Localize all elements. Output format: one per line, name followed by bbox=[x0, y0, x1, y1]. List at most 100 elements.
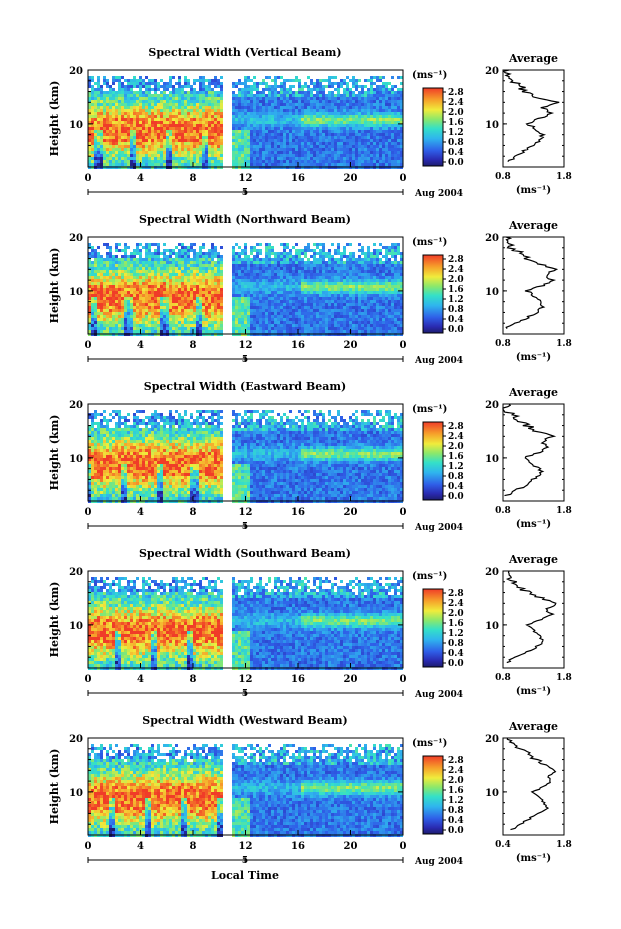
x-tick-label: 16 bbox=[291, 173, 305, 184]
colorbar-tick-label: 1.2 bbox=[448, 295, 464, 305]
avg-x-tick-label: 1.8 bbox=[556, 673, 572, 683]
avg-y-tick-label: 20 bbox=[485, 400, 499, 411]
colorbar-tick-label: 1.6 bbox=[448, 118, 464, 128]
x-tick-label: 0 bbox=[400, 841, 407, 852]
average-frame bbox=[502, 236, 565, 335]
date-label: Aug 2004 bbox=[414, 690, 463, 700]
x-tick-label: 12 bbox=[239, 173, 253, 184]
colorbar-tick-label: 2.0 bbox=[448, 442, 464, 452]
heatmap bbox=[88, 577, 403, 670]
x-tick-label: 0 bbox=[85, 173, 92, 184]
avg-y-tick-label: 10 bbox=[485, 454, 499, 465]
colorbar bbox=[422, 421, 444, 501]
y-tick-label: 20 bbox=[69, 66, 83, 77]
colorbar-tick-label: 1.6 bbox=[448, 452, 464, 462]
colorbar-tick-label: 2.8 bbox=[448, 88, 464, 98]
average-title: Average bbox=[508, 553, 558, 566]
average-frame bbox=[502, 737, 565, 836]
average-profile-line bbox=[505, 570, 557, 664]
average-profile-line bbox=[502, 403, 557, 497]
colorbar-unit-label: (ms⁻¹) bbox=[412, 738, 447, 749]
avg-x-label: (ms⁻¹) bbox=[516, 352, 551, 363]
x-tick-label: 4 bbox=[137, 340, 144, 351]
colorbar bbox=[422, 755, 444, 835]
y-tick-label: 20 bbox=[69, 567, 83, 578]
average-title: Average bbox=[508, 219, 558, 232]
colorbar-tick-label: 2.8 bbox=[448, 255, 464, 265]
colorbar-unit-label: (ms⁻¹) bbox=[412, 70, 447, 81]
colorbar-tick-label: 2.0 bbox=[448, 108, 464, 118]
colorbar-tick-label: 0.0 bbox=[448, 826, 464, 836]
y-tick-label: 10 bbox=[69, 287, 83, 298]
avg-x-tick-label: 0.4 bbox=[495, 840, 511, 850]
avg-y-tick-label: 20 bbox=[485, 734, 499, 745]
colorbar-tick-label: 2.8 bbox=[448, 756, 464, 766]
colorbar-tick-label: 2.0 bbox=[448, 776, 464, 786]
avg-x-tick-label: 1.8 bbox=[556, 172, 572, 182]
x-tick-label: 4 bbox=[137, 841, 144, 852]
colorbar-tick-label: 0.0 bbox=[448, 325, 464, 335]
y-tick-label: 20 bbox=[69, 233, 83, 244]
average-frame bbox=[502, 69, 565, 168]
avg-y-tick-label: 10 bbox=[485, 287, 499, 298]
y-axis-label: Height (km) bbox=[48, 415, 61, 491]
colorbar-tick-label: 1.2 bbox=[448, 796, 464, 806]
y-tick-label: 10 bbox=[69, 120, 83, 131]
panel-title: Spectral Width (Southward Beam) bbox=[139, 547, 351, 560]
x-tick-label: 0 bbox=[400, 173, 407, 184]
avg-x-tick-label: 1.8 bbox=[556, 840, 572, 850]
average-frame bbox=[502, 570, 565, 669]
colorbar-tick-label: 0.4 bbox=[448, 315, 464, 325]
x-tick-label: 0 bbox=[85, 507, 92, 518]
avg-y-tick-label: 20 bbox=[485, 233, 499, 244]
x-tick-label: 16 bbox=[291, 674, 305, 685]
colorbar-unit-label: (ms⁻¹) bbox=[412, 237, 447, 248]
colorbar bbox=[422, 588, 444, 668]
date-day-label: 5 bbox=[242, 188, 248, 198]
colorbar-tick-label: 2.8 bbox=[448, 422, 464, 432]
average-title: Average bbox=[508, 720, 558, 733]
colorbar-unit-label: (ms⁻¹) bbox=[412, 571, 447, 582]
date-label: Aug 2004 bbox=[414, 857, 463, 867]
x-tick-label: 0 bbox=[85, 340, 92, 351]
x-tick-label: 20 bbox=[344, 841, 358, 852]
colorbar-tick-label: 2.8 bbox=[448, 589, 464, 599]
x-tick-label: 12 bbox=[239, 507, 253, 518]
y-tick-label: 10 bbox=[69, 621, 83, 632]
x-tick-label: 12 bbox=[239, 674, 253, 685]
avg-x-tick-label: 0.8 bbox=[495, 673, 511, 683]
x-tick-label: 0 bbox=[400, 674, 407, 685]
colorbar-tick-label: 0.8 bbox=[448, 639, 464, 649]
panel-3: Spectral Width (Eastward Beam) 10 20 Height… bbox=[48, 380, 572, 533]
x-tick-label: 8 bbox=[190, 173, 197, 184]
colorbar-tick-label: 0.8 bbox=[448, 806, 464, 816]
date-day-label: 5 bbox=[242, 689, 248, 699]
colorbar-unit-label: (ms⁻¹) bbox=[412, 404, 447, 415]
x-tick-label: 8 bbox=[190, 841, 197, 852]
panel-title: Spectral Width (Vertical Beam) bbox=[148, 46, 341, 59]
panel-4: Spectral Width (Southward Beam) 10 20 Heigh… bbox=[48, 547, 572, 700]
average-profile-line bbox=[506, 738, 557, 831]
colorbar-tick-label: 1.6 bbox=[448, 285, 464, 295]
avg-y-tick-label: 20 bbox=[485, 66, 499, 77]
colorbar-tick-label: 0.8 bbox=[448, 472, 464, 482]
y-axis-label: Height (km) bbox=[48, 248, 61, 324]
x-tick-label: 4 bbox=[137, 507, 144, 518]
avg-y-tick-label: 10 bbox=[485, 788, 499, 799]
x-tick-label: 20 bbox=[344, 674, 358, 685]
x-tick-label: 4 bbox=[137, 674, 144, 685]
x-tick-label: 0 bbox=[400, 340, 407, 351]
colorbar-tick-label: 0.0 bbox=[448, 659, 464, 669]
y-tick-label: 20 bbox=[69, 400, 83, 411]
colorbar-tick-label: 2.0 bbox=[448, 609, 464, 619]
avg-x-tick-label: 0.8 bbox=[495, 506, 511, 516]
colorbar-tick-label: 2.4 bbox=[448, 599, 464, 609]
date-label: Aug 2004 bbox=[414, 356, 463, 366]
y-axis-label: Height (km) bbox=[48, 749, 61, 825]
x-tick-label: 8 bbox=[190, 674, 197, 685]
avg-y-tick-label: 10 bbox=[485, 621, 499, 632]
heatmap bbox=[88, 243, 403, 336]
x-tick-label: 4 bbox=[137, 173, 144, 184]
x-tick-label: 8 bbox=[190, 507, 197, 518]
